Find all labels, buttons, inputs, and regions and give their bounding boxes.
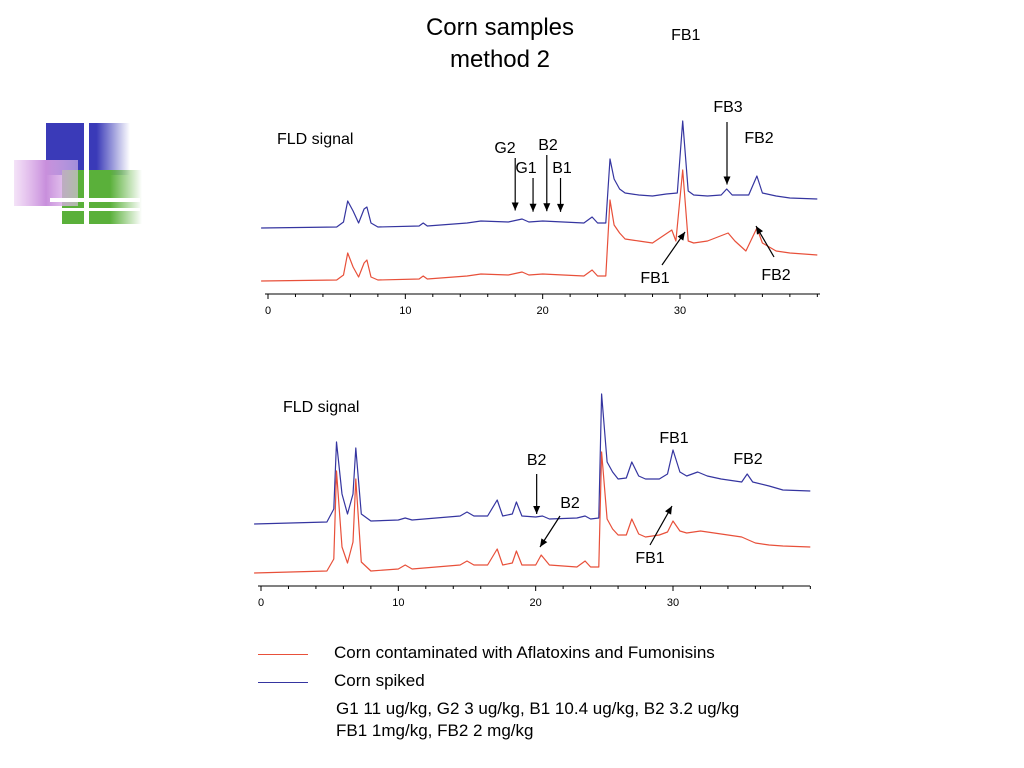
deco-white-bar-v: [84, 120, 89, 225]
arrow-fb1-contaminated-head: [677, 232, 685, 241]
chromatogram-bottom: FLD signal 0 10 20 30 B2 FB1 FB2 B2 FB1: [254, 393, 811, 609]
arrow-fb1-contaminated-head: [665, 506, 672, 515]
arrow-b1-head: [557, 203, 565, 212]
spike-levels-line1: G1 11 ug/kg, G2 3 ug/kg, B1 10.4 ug/kg, …: [336, 699, 740, 718]
peak-label-fb1-contaminated: FB1: [640, 270, 669, 287]
legend-swatch-spiked: [258, 682, 308, 683]
peak-label-fb2-contaminated: FB2: [761, 267, 790, 284]
arrow-g2-head: [511, 202, 519, 211]
peak-label-b2-contaminated: B2: [560, 495, 580, 512]
peak-label-b1: B1: [552, 160, 572, 177]
peak-label-b2: B2: [538, 137, 558, 154]
deco-white-bar-h1: [50, 198, 140, 202]
x-tick-label: 20: [537, 305, 549, 317]
deco-white-bar-h2: [50, 208, 140, 211]
peak-label-fb2: FB2: [733, 451, 762, 468]
peak-label-fb1: FB1: [659, 430, 688, 447]
x-tick-label: 0: [265, 305, 271, 317]
x-tick-label: 0: [258, 597, 264, 609]
arrow-fb3-head: [723, 176, 731, 185]
legend-swatch-contaminated: [258, 654, 308, 655]
peak-label-fb2: FB2: [744, 130, 773, 147]
x-tick-label: 20: [530, 597, 542, 609]
trace-contaminated: [254, 451, 811, 574]
slide-title-line2: method 2: [449, 46, 551, 73]
x-tick-label: 30: [674, 305, 686, 317]
arrow-b2-contaminated-head: [540, 538, 548, 547]
legend-label-contaminated: Corn contaminated with Aflatoxins and Fu…: [334, 643, 715, 662]
slide-title-line1: Corn samples: [425, 14, 575, 41]
x-tick-label: 10: [392, 597, 404, 609]
arrow-b2-head: [533, 506, 541, 514]
spike-levels-line2: FB1 1mg/kg, FB2 2 mg/kg: [336, 721, 534, 740]
trace-spiked: [261, 120, 818, 229]
trace-contaminated: [261, 169, 818, 282]
trace-spiked: [254, 393, 811, 525]
peak-label-g1: G1: [515, 160, 536, 177]
peak-label-b2: B2: [527, 452, 547, 469]
arrow-b2-head: [543, 203, 551, 212]
signal-label: FLD signal: [277, 131, 353, 148]
arrow-g1-head: [529, 203, 537, 212]
peak-label-fb1-contaminated: FB1: [635, 550, 664, 567]
x-tick-label: 30: [667, 597, 679, 609]
slide-title: Corn samples method 2: [380, 12, 620, 76]
arrow-fb2-contaminated-head: [756, 226, 764, 235]
signal-label: FLD signal: [283, 399, 359, 416]
slide-decoration: [14, 120, 142, 225]
peak-label-g2: G2: [494, 140, 515, 157]
peak-label-fb1: FB1: [671, 27, 700, 44]
x-tick-label: 10: [399, 305, 411, 317]
legend-label-spiked: Corn spiked: [334, 671, 425, 690]
peak-label-fb3: FB3: [713, 99, 742, 116]
